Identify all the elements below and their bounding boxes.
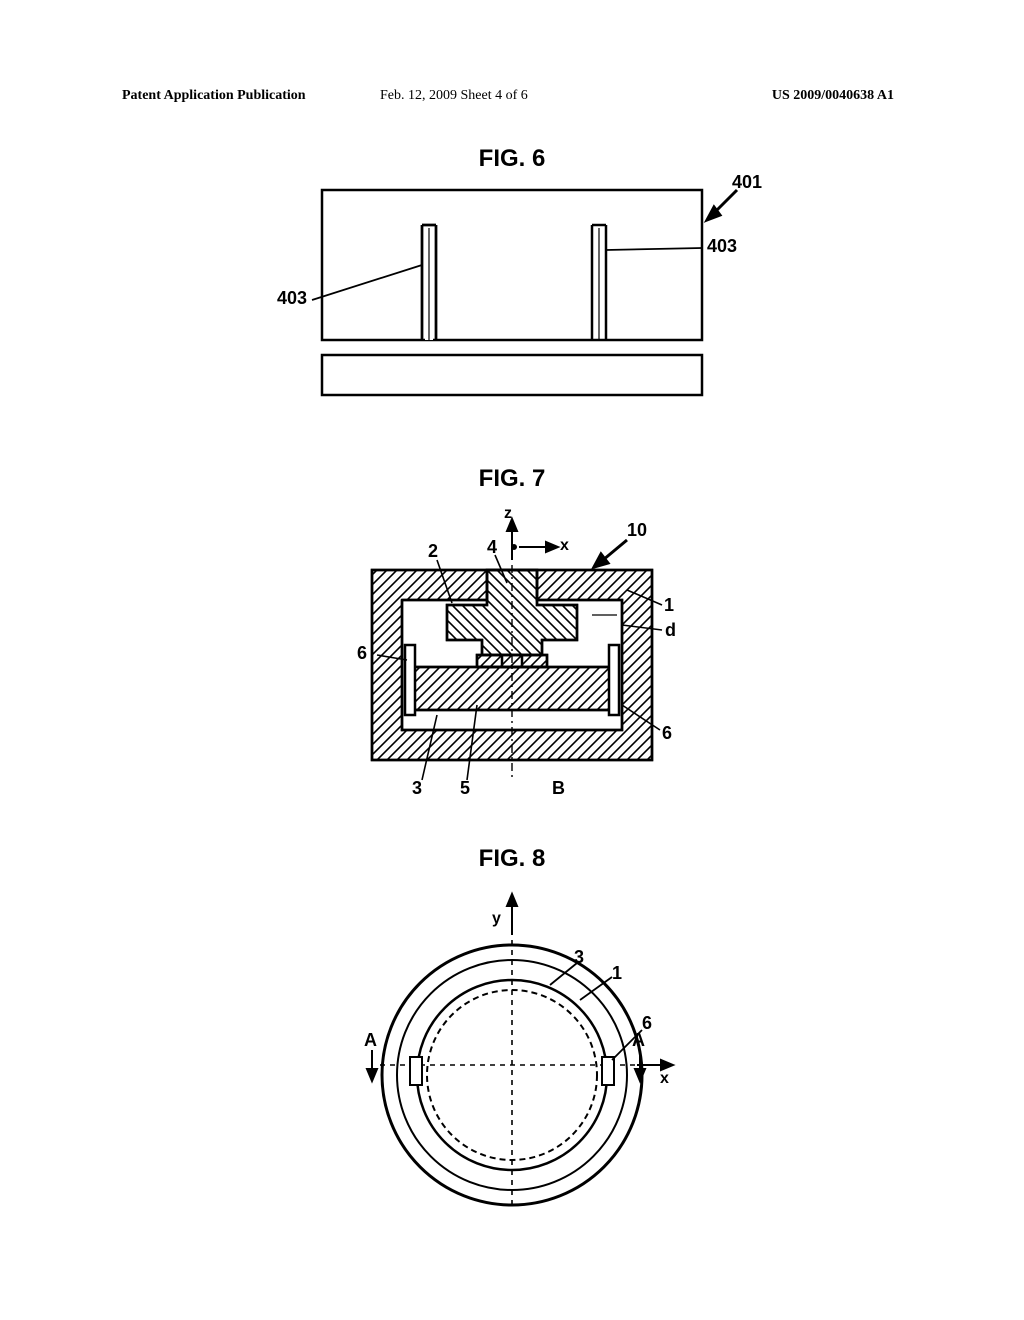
fig7-label-1: 1 [664,595,674,616]
fig7-label-6b: 6 [662,723,672,744]
header-left: Patent Application Publication [122,88,306,104]
fig6-label-403a: 403 [277,288,307,309]
fig8-title: FIG. 8 [0,845,1024,873]
fig7-svg [292,505,732,825]
fig6-label-403b: 403 [707,236,737,257]
fig7-label-5: 5 [460,778,470,799]
fig8-label-3: 3 [574,947,584,968]
fig7-label-6a: 6 [357,643,367,664]
fig7-label-2: 2 [428,541,438,562]
fig6: 401 403 403 [262,180,762,440]
fig8-svg [302,885,722,1225]
fig7-label-10: 10 [627,520,647,541]
fig7-label-d: d [665,620,676,641]
fig6-label-401: 401 [732,172,762,193]
fig7-label-z: z [504,505,512,523]
fig7-label-3: 3 [412,778,422,799]
fig8-label-x: x [660,1070,669,1088]
fig8-label-y: y [492,910,501,928]
fig7-label-B: B [552,778,565,799]
fig8-label-Ab: A [632,1030,645,1051]
fig8-label-1: 1 [612,963,622,984]
header-center: Feb. 12, 2009 Sheet 4 of 6 [380,88,528,104]
fig8: y x 3 1 6 A A [302,885,722,1225]
header-right: US 2009/0040638 A1 [772,88,894,104]
fig7-label-4: 4 [487,537,497,558]
fig6-title: FIG. 6 [0,145,1024,173]
fig6-svg [262,180,762,440]
fig7: z x 10 1 2 4 6 6 3 5 B d [292,505,732,825]
fig8-label-Aa: A [364,1030,377,1051]
fig7-label-x: x [560,537,569,555]
fig7-title: FIG. 7 [0,465,1024,493]
